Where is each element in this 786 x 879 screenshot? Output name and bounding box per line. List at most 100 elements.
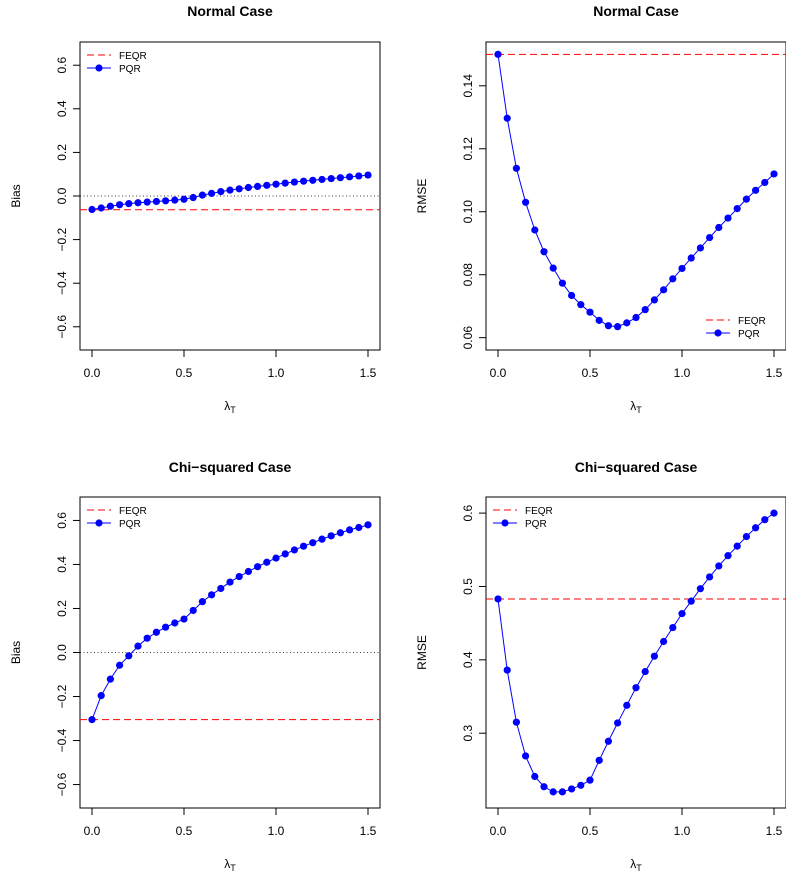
pqr-point xyxy=(568,785,576,793)
pqr-point xyxy=(235,572,243,581)
pqr-series-line xyxy=(91,524,369,720)
legend-box xyxy=(81,498,166,538)
x-tick-label: 1.5 xyxy=(360,824,377,838)
x-axis-label: λT xyxy=(224,399,236,415)
pqr-point xyxy=(364,171,372,179)
pqr-point xyxy=(106,202,114,210)
x-tick-label: 1.0 xyxy=(268,366,285,380)
pqr-point xyxy=(336,529,344,537)
pqr-point xyxy=(512,718,521,726)
x-tick-label: 0.0 xyxy=(490,366,507,380)
y-axis-label: RMSE xyxy=(415,179,429,214)
pqr-point xyxy=(650,296,659,304)
pqr-point xyxy=(97,692,105,700)
pqr-point xyxy=(660,286,668,294)
legend-feqr-label: FEQR xyxy=(119,506,147,517)
pqr-point xyxy=(614,719,622,727)
pqr-point xyxy=(522,752,530,760)
pqr-point xyxy=(254,182,262,191)
pqr-point xyxy=(226,578,234,586)
pqr-point xyxy=(724,214,732,222)
pqr-point xyxy=(706,573,714,581)
y-tick-label: 0.0 xyxy=(55,644,69,661)
y-tick-label: 0.6 xyxy=(55,512,69,529)
pqr-point xyxy=(632,313,640,322)
x-axis-label: λT xyxy=(224,857,236,873)
chart-title: Chi−squared Case xyxy=(575,459,698,475)
x-axis-label-main: λ xyxy=(630,857,636,871)
y-tick-label: 0.3 xyxy=(461,725,475,742)
pqr-point xyxy=(162,623,170,631)
x-tick-label: 1.5 xyxy=(766,366,783,380)
pqr-point xyxy=(171,619,179,627)
pqr-point xyxy=(669,623,677,632)
pqr-point xyxy=(88,205,96,214)
pqr-point xyxy=(152,628,160,636)
pqr-point xyxy=(244,567,252,576)
pqr-point xyxy=(272,180,280,188)
pqr-point xyxy=(180,195,188,203)
pqr-point xyxy=(733,204,741,213)
pqr-point xyxy=(742,532,751,541)
y-axis-label: Bias xyxy=(9,184,23,207)
pqr-point xyxy=(309,539,317,547)
pqr-point xyxy=(733,542,741,550)
pqr-point xyxy=(235,185,243,193)
legend-feqr-label: FEQR xyxy=(738,316,766,327)
x-axis-label: λT xyxy=(630,399,642,415)
pqr-point xyxy=(568,291,576,300)
pqr-point xyxy=(696,244,705,252)
pqr-point xyxy=(650,652,659,660)
legend-pqr-swatch-point xyxy=(95,519,103,527)
x-axis-label-main: λ xyxy=(224,857,230,871)
x-tick-label: 1.5 xyxy=(360,366,377,380)
y-tick-label: 0.06 xyxy=(461,326,475,350)
pqr-point xyxy=(180,615,188,623)
pqr-point xyxy=(577,781,585,789)
pqr-point xyxy=(678,610,686,618)
plot-frame xyxy=(485,496,786,809)
legend: FEQR PQR xyxy=(700,308,785,348)
pqr-point xyxy=(540,783,548,791)
pqr-point xyxy=(272,554,280,562)
chart-title: Chi−squared Case xyxy=(169,459,292,475)
x-tick-label: 0.0 xyxy=(84,824,101,838)
pqr-point xyxy=(106,675,114,683)
x-axis-label: λT xyxy=(630,857,642,873)
pqr-point xyxy=(604,737,613,745)
pqr-point xyxy=(742,195,751,203)
pqr-point xyxy=(125,200,133,208)
legend: FEQR PQR xyxy=(487,498,572,538)
pqr-point xyxy=(244,183,252,192)
pqr-point xyxy=(189,606,197,615)
y-axis-label: Bias xyxy=(9,641,23,664)
pqr-point xyxy=(97,204,105,212)
pqr-point xyxy=(226,186,234,194)
y-tick-label: 0.08 xyxy=(461,263,475,287)
plot-frame xyxy=(79,41,381,351)
pqr-point xyxy=(300,177,308,185)
pqr-point xyxy=(715,223,723,232)
pqr-point xyxy=(503,114,511,122)
pqr-point xyxy=(309,176,317,184)
y-tick-label: −0.6 xyxy=(55,772,69,796)
legend: FEQR PQR xyxy=(81,43,166,83)
legend-box xyxy=(487,498,572,538)
pqr-point xyxy=(364,521,372,529)
pqr-point xyxy=(346,526,354,534)
pqr-point xyxy=(604,322,613,330)
y-tick-label: 0.6 xyxy=(461,504,475,521)
pqr-point xyxy=(290,546,298,554)
y-tick-label: −0.2 xyxy=(55,227,69,251)
pqr-point xyxy=(152,197,160,206)
legend: FEQR PQR xyxy=(81,498,166,538)
pqr-point xyxy=(577,301,585,309)
pqr-point xyxy=(724,552,732,560)
legend-feqr-label: FEQR xyxy=(119,51,147,62)
pqr-point xyxy=(614,323,622,331)
pqr-point xyxy=(290,178,298,186)
pqr-point xyxy=(595,756,603,764)
panel-3: Chi−squared Case 0.0 0.5 1.0 1.5 −0.6 −0.4 −0.2… xyxy=(9,459,381,873)
y-tick-label: 0.6 xyxy=(55,57,69,74)
